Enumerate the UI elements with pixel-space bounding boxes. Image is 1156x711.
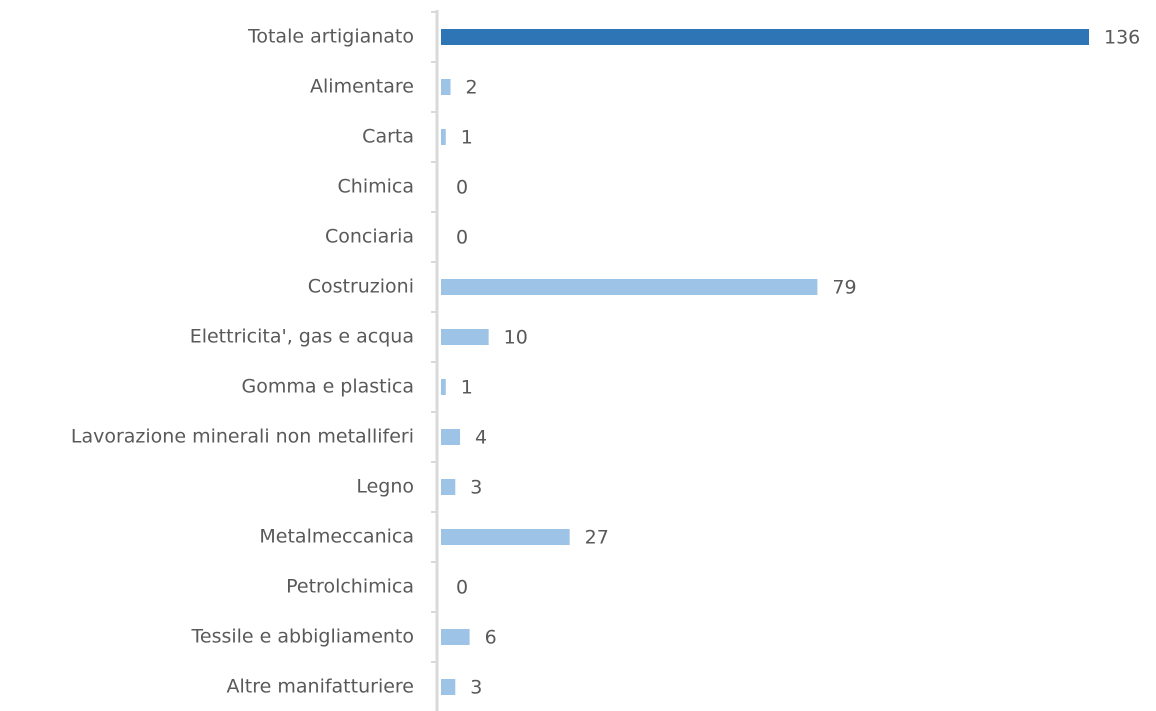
category-label: Alimentare [310,76,414,98]
data-label: 0 [456,227,468,249]
category-label: Totale artigianato [247,26,414,48]
bar [441,79,451,95]
category-label: Chimica [338,176,414,198]
data-label: 6 [485,627,497,649]
bar [441,529,570,545]
category-label: Carta [362,126,414,148]
data-label: 136 [1104,27,1140,49]
data-label: 0 [456,577,468,599]
bar [441,429,461,445]
data-label: 27 [585,527,609,549]
category-label: Petrolchimica [286,576,414,598]
category-label: Metalmeccanica [259,526,414,548]
data-label: 3 [470,677,482,699]
data-label: 10 [504,327,528,349]
category-label: Tessile e abbigliamento [191,626,415,648]
category-label: Conciaria [325,226,414,248]
category-label: Legno [356,476,414,498]
bar [441,379,446,395]
data-label: 1 [461,377,473,399]
data-label: 2 [466,77,478,99]
bar [441,329,489,345]
bar [441,279,818,295]
data-label: 4 [475,427,487,449]
category-label: Altre manifatturiere [227,676,414,698]
bar [441,479,456,495]
bar [441,629,470,645]
data-label: 3 [470,477,482,499]
category-label: Gomma e plastica [242,376,414,398]
data-label: 0 [456,177,468,199]
data-label: 1 [461,127,473,149]
bar [441,129,446,145]
category-label: Elettricita', gas e acqua [190,326,414,348]
category-label: Costruzioni [308,276,414,298]
bar [441,679,456,695]
data-label: 79 [832,277,856,299]
category-label: Lavorazione minerali non metalliferi [71,426,414,448]
bar [441,29,1089,45]
